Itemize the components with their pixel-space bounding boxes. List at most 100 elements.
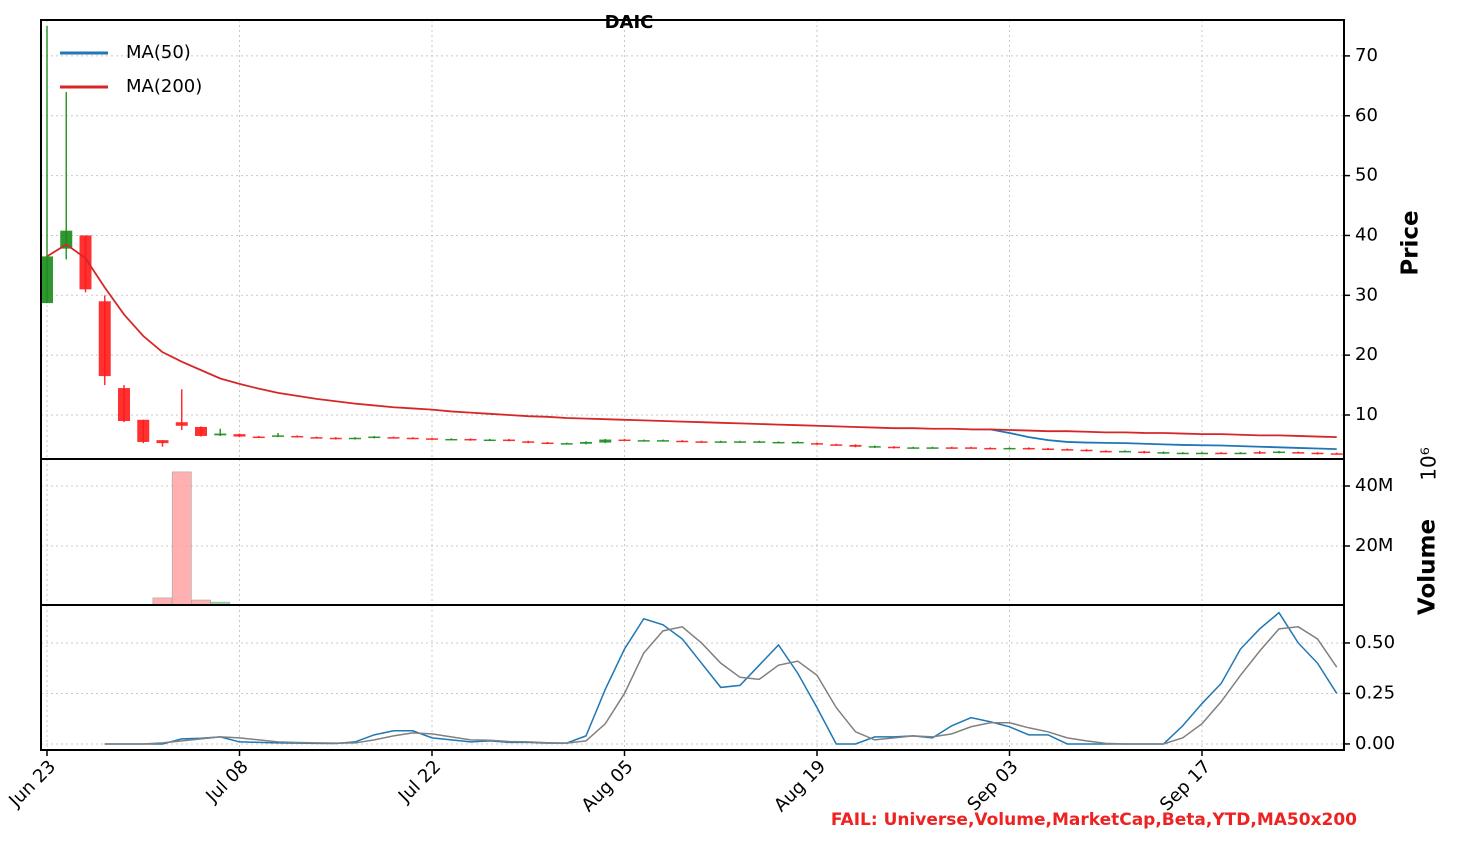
volume-bar	[171, 471, 192, 605]
volume-frame	[40, 458, 1345, 606]
candle-body	[175, 422, 188, 426]
candle-body	[965, 447, 977, 449]
candle-body	[1003, 447, 1016, 450]
ma-line	[46, 243, 1337, 439]
y-tick-label: 20M	[1355, 535, 1393, 556]
candle-body	[272, 435, 284, 437]
candle-body	[98, 301, 111, 377]
candle-body	[599, 439, 612, 443]
y-tick-label: 40	[1355, 224, 1378, 245]
candle-body	[907, 447, 920, 449]
y-tick-label: 50	[1355, 165, 1378, 186]
x-tick-label: Jul 22	[394, 756, 445, 807]
candle-body	[1061, 449, 1074, 451]
candle-body	[1311, 452, 1324, 455]
y-tick-label: 0.50	[1355, 632, 1395, 653]
candle-body	[445, 438, 458, 441]
candle-body	[1176, 452, 1189, 455]
candle-body	[60, 230, 73, 249]
x-tick-label: Jul 08	[201, 756, 252, 807]
y-tick-label: 40M	[1355, 475, 1393, 496]
indicator-line	[104, 626, 1338, 745]
candle-body	[464, 438, 477, 441]
candle-body	[560, 443, 573, 445]
candle-body	[1330, 453, 1343, 455]
candle-body	[291, 435, 304, 438]
x-tick-label: Sep 03	[963, 756, 1022, 815]
y-tick-label: 60	[1355, 105, 1378, 126]
y-tick-label: 30	[1355, 284, 1378, 305]
candle-body	[368, 436, 381, 439]
candle-body	[426, 438, 438, 440]
legend-label: MA(200)	[126, 76, 202, 97]
candle-body	[849, 444, 862, 447]
candle-body	[1273, 451, 1285, 454]
candle-body	[503, 439, 515, 442]
plot-layer	[41, 20, 1344, 750]
candle-body	[618, 439, 631, 442]
candle-body	[811, 443, 823, 445]
candle-body	[1157, 452, 1170, 454]
candle-body	[1080, 449, 1093, 452]
candle-body	[41, 256, 53, 304]
candle-body	[329, 437, 342, 440]
y-tick-label: 0.25	[1355, 682, 1395, 703]
candle-body	[714, 441, 727, 443]
candle-body	[1292, 452, 1305, 454]
candle-body	[580, 441, 592, 444]
candle-body	[118, 388, 130, 421]
candle-body	[349, 437, 361, 440]
candle-body	[984, 447, 997, 450]
legend-label: MA(50)	[126, 42, 191, 63]
candle-body	[926, 447, 939, 449]
price-frame	[40, 19, 1345, 460]
offset-label: 10⁶	[1417, 447, 1441, 480]
candle-body	[310, 437, 323, 439]
candle-body	[830, 444, 843, 446]
x-tick-label: Aug 05	[578, 756, 638, 816]
y-axis-title: Volume	[1415, 519, 1441, 615]
candle-body	[252, 436, 265, 439]
oscillator-frame	[40, 604, 1345, 751]
chart-title: DAIC	[605, 12, 654, 33]
candle-body	[233, 434, 246, 437]
candle-body	[522, 441, 535, 443]
candle-body	[1022, 447, 1035, 450]
candles	[41, 25, 1343, 455]
candle-body	[1234, 452, 1247, 455]
candle-body	[406, 437, 419, 440]
candle-body	[1042, 448, 1054, 451]
candle-body	[1215, 452, 1228, 455]
volume-bars	[152, 471, 288, 605]
y-tick-label: 70	[1355, 45, 1378, 66]
candle-body	[1138, 451, 1151, 454]
indicator-line	[104, 611, 1338, 745]
y-tick-label: 20	[1355, 344, 1378, 365]
candle-body	[1099, 450, 1112, 453]
candle-body	[945, 447, 958, 449]
candle-body	[772, 441, 785, 444]
candle-body	[156, 440, 169, 444]
candle-body	[695, 441, 708, 443]
candle-body	[79, 235, 92, 290]
volume-bar	[152, 597, 173, 605]
candle-body	[483, 439, 496, 442]
y-tick-label: 0.00	[1355, 733, 1395, 754]
ma-line	[971, 428, 1337, 451]
candle-body	[1119, 450, 1131, 453]
x-tick-label: Jun 23	[4, 756, 60, 812]
x-tick-label: Aug 19	[770, 756, 830, 816]
candle-body	[1196, 452, 1208, 455]
candle-body	[753, 441, 766, 443]
candle-body	[1253, 452, 1266, 454]
candle-body	[791, 441, 804, 444]
candle-body	[868, 446, 881, 448]
candle-body	[637, 440, 650, 442]
candle-body	[214, 433, 227, 436]
candle-body	[676, 440, 689, 443]
candle-body	[195, 426, 207, 436]
candle-body	[888, 446, 900, 449]
candle-body	[541, 442, 554, 445]
candle-body	[137, 419, 150, 442]
